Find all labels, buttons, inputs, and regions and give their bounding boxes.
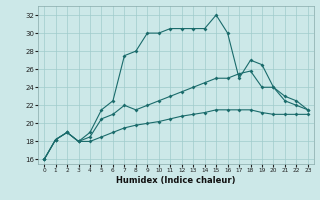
X-axis label: Humidex (Indice chaleur): Humidex (Indice chaleur)	[116, 176, 236, 185]
